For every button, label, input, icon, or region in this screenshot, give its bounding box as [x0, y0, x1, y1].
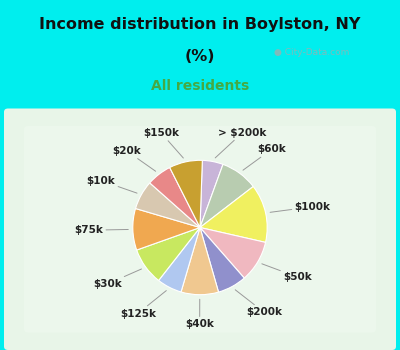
Wedge shape [200, 160, 223, 228]
Text: Income distribution in Boylston, NY: Income distribution in Boylston, NY [39, 18, 361, 33]
Wedge shape [159, 228, 200, 292]
Wedge shape [133, 209, 200, 250]
Wedge shape [170, 160, 202, 228]
Text: $50k: $50k [262, 264, 312, 282]
Text: $20k: $20k [112, 146, 156, 171]
Wedge shape [136, 183, 200, 228]
Wedge shape [181, 228, 218, 295]
Wedge shape [137, 228, 200, 280]
Text: $30k: $30k [93, 269, 142, 289]
Text: $200k: $200k [235, 290, 282, 317]
Text: ● City-Data.com: ● City-Data.com [274, 48, 350, 57]
Text: $100k: $100k [270, 202, 330, 212]
Wedge shape [200, 164, 253, 228]
Text: > $200k: > $200k [215, 127, 267, 158]
Text: $125k: $125k [120, 290, 166, 318]
Text: $150k: $150k [143, 128, 183, 158]
Text: $10k: $10k [87, 176, 137, 193]
Text: $60k: $60k [243, 145, 286, 170]
Wedge shape [150, 168, 200, 228]
FancyBboxPatch shape [24, 126, 376, 332]
Wedge shape [200, 187, 267, 243]
Wedge shape [200, 228, 266, 278]
Text: $75k: $75k [74, 225, 128, 235]
Text: All residents: All residents [151, 79, 249, 93]
Text: (%): (%) [185, 49, 215, 64]
FancyBboxPatch shape [4, 108, 396, 350]
Wedge shape [200, 228, 244, 292]
Text: $40k: $40k [185, 299, 214, 329]
